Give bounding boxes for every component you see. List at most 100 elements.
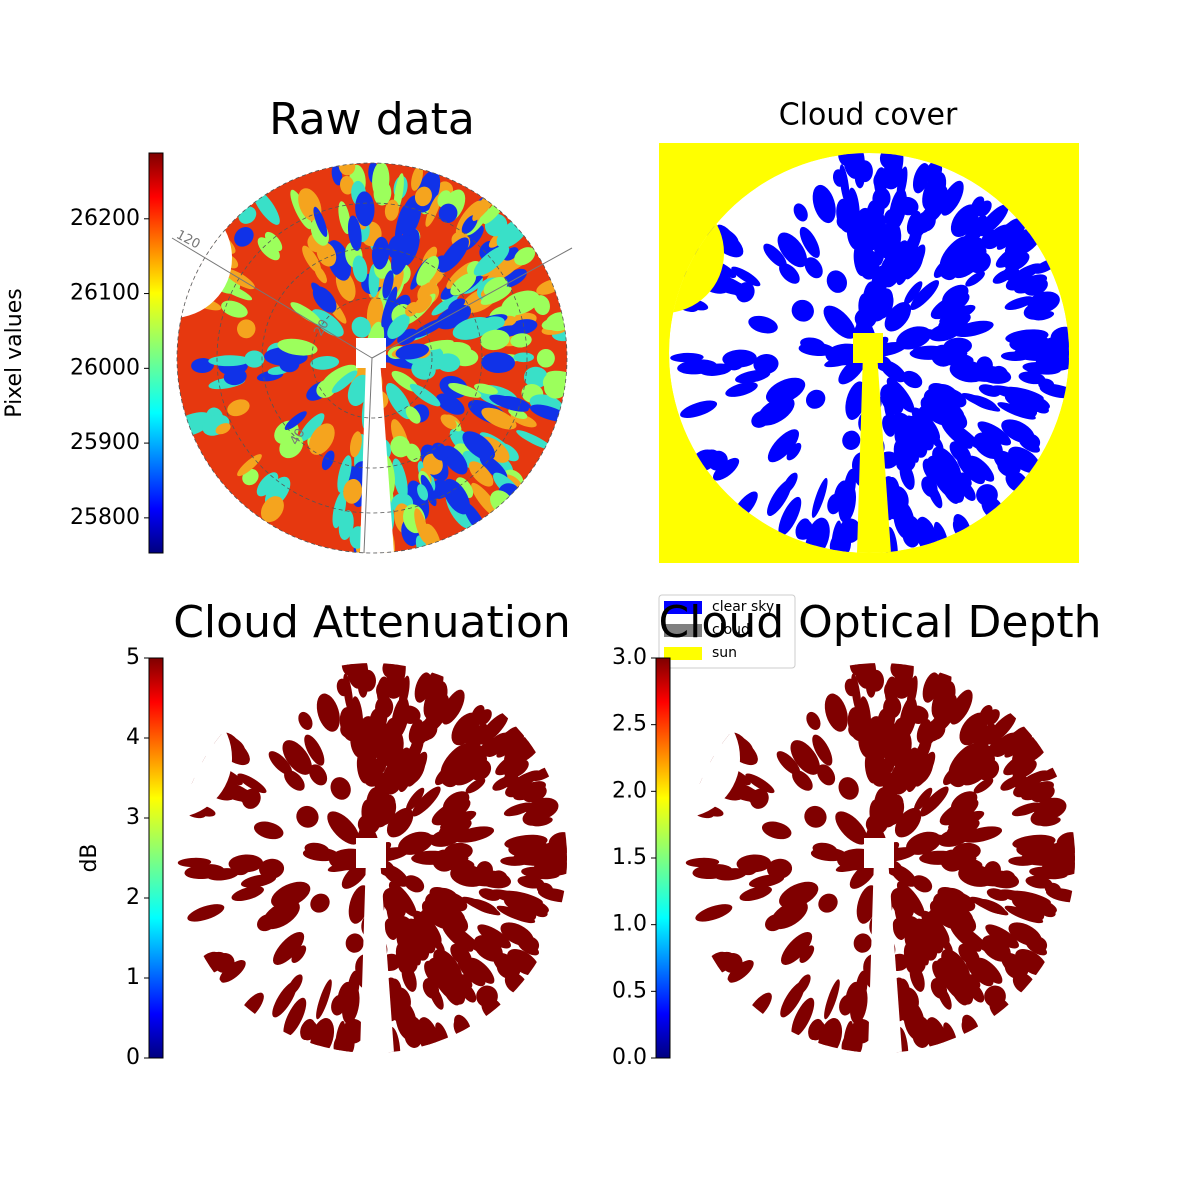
polar-ring — [176, 162, 568, 554]
cloud-blob — [382, 270, 394, 299]
cloud-blob — [904, 281, 923, 305]
colorbar-tick-label: 3 — [126, 805, 140, 830]
cloud-blob — [863, 303, 886, 322]
cloud-blob — [391, 233, 412, 275]
cloud-blob — [411, 722, 433, 742]
cloud-blob — [786, 442, 802, 461]
cloud-blob — [959, 480, 976, 502]
cloud-blob — [897, 196, 919, 216]
cloud-blob — [993, 732, 1019, 756]
cloud-blob — [1011, 802, 1042, 817]
mask-arm — [360, 858, 394, 1053]
cloud-blob — [177, 857, 212, 868]
polar-spoke — [171, 237, 373, 359]
colorbar-tick-label: 1.0 — [612, 912, 647, 937]
cloud-blob — [411, 165, 423, 191]
cloud-blob — [411, 786, 441, 817]
cloud-blob — [870, 265, 888, 303]
cloud-blob — [282, 740, 312, 775]
cloud-blob — [942, 284, 969, 307]
cloud-blob — [437, 190, 452, 208]
cloud-blob — [438, 203, 458, 223]
colorbar-tick-label: 1.5 — [612, 845, 647, 870]
cloud-blob — [311, 309, 344, 337]
colorbar-tick-label: 26100 — [70, 281, 140, 306]
cloud-blob — [503, 802, 534, 817]
cloud-blob — [258, 858, 285, 879]
cloud-blob — [692, 864, 733, 880]
cloud-blob — [290, 302, 322, 325]
cloud-blob — [502, 772, 519, 788]
colorbar — [148, 657, 164, 1059]
cloud-blob — [468, 461, 494, 487]
cloud-blob — [256, 472, 279, 497]
cloud-blob — [531, 907, 548, 918]
cloud-blob — [848, 720, 869, 739]
cloud-blob — [522, 784, 547, 803]
colorbar-label: dB — [77, 843, 102, 872]
cloud-blob — [387, 314, 410, 339]
mask-arm — [857, 353, 891, 553]
cloud-blob — [442, 445, 468, 475]
cloud-blob — [976, 758, 1000, 781]
cloud-blob — [417, 484, 429, 501]
cloud-blob — [347, 970, 360, 1006]
cloud-blob — [298, 413, 325, 442]
colorbar-tick-label: 26200 — [70, 206, 140, 231]
cloud-blob — [413, 294, 432, 314]
cloud-blob — [902, 370, 923, 389]
cloud-blob — [453, 826, 495, 843]
cloud-blob — [1011, 263, 1042, 282]
colorbar-tick-label: 26000 — [70, 355, 140, 380]
cloud-blob — [919, 786, 949, 817]
colorbar — [148, 152, 164, 554]
cloud-blob — [894, 807, 922, 838]
cloud-blob — [405, 787, 425, 812]
polar-ring — [311, 297, 433, 419]
colorbar-tick-label: 0.5 — [612, 978, 647, 1003]
cloud-blob — [480, 286, 512, 305]
cloud-blob — [1001, 419, 1035, 444]
cloud-blob — [448, 298, 466, 312]
cloud-blob — [219, 960, 246, 983]
cloud-blob — [877, 708, 891, 739]
cloud-blob — [792, 770, 813, 791]
sky-image — [685, 663, 1075, 1053]
cloud-blob — [341, 663, 354, 676]
cloud-blob — [308, 764, 328, 786]
cloud-blob — [237, 773, 267, 794]
cloud-blob — [405, 443, 421, 462]
cloud-blob — [735, 282, 755, 303]
cloud-blob — [338, 201, 351, 235]
cloud-blob — [436, 393, 465, 415]
cloud-blob — [791, 299, 814, 322]
cloud-blob — [298, 711, 313, 730]
cloud-blob — [998, 889, 1036, 904]
cloud-blob — [780, 931, 813, 965]
cloud-blob — [888, 240, 910, 282]
cloud-blob — [263, 903, 298, 926]
cloud-blob — [843, 468, 856, 504]
cloud-blob — [856, 160, 873, 183]
cloud-blob — [402, 931, 421, 966]
cloud-blob — [390, 978, 402, 1000]
cloud-blob — [441, 689, 465, 725]
cloud-blob — [476, 709, 492, 726]
cloud-blob — [931, 399, 948, 413]
cloud-blob — [793, 203, 808, 222]
cloud-blob — [826, 270, 848, 293]
cloud-blob — [941, 902, 958, 917]
cloud-blob — [670, 352, 704, 363]
cloud-blob — [985, 924, 1019, 949]
cloud-blob — [771, 903, 806, 926]
cloud-blob — [308, 423, 335, 455]
cloud-blob — [927, 430, 944, 450]
cloud-blob — [836, 211, 857, 231]
cloud-blob — [420, 474, 437, 507]
cloud-blob — [514, 247, 536, 266]
cloud-blob — [272, 981, 297, 1018]
cloud-blob — [257, 237, 280, 261]
cloud-blob — [440, 414, 457, 430]
cloud-blob — [811, 477, 828, 518]
cloud-blob — [929, 899, 962, 930]
